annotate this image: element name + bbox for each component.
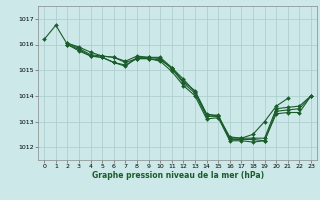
X-axis label: Graphe pression niveau de la mer (hPa): Graphe pression niveau de la mer (hPa) — [92, 171, 264, 180]
